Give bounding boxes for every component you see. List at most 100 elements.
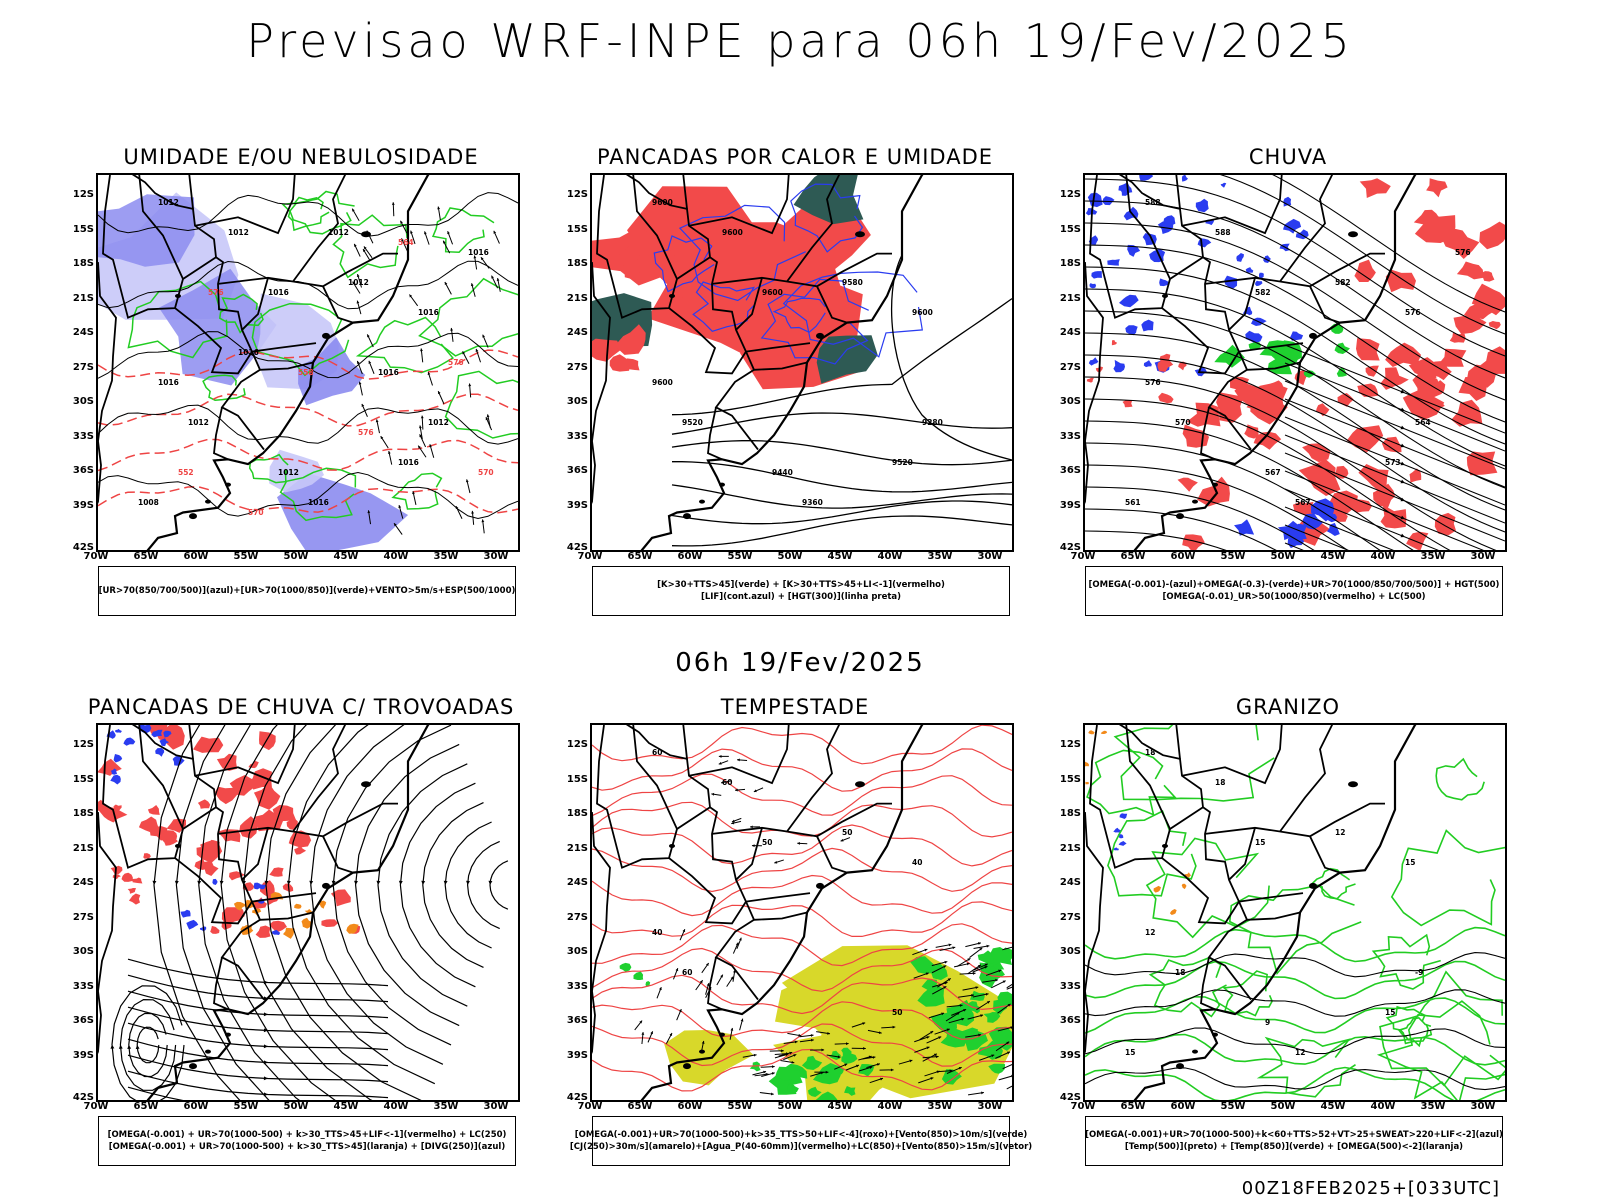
- contour-label: 564: [1415, 418, 1431, 427]
- contour-label: 588: [1215, 228, 1231, 237]
- longitude-tick-label: 35W: [433, 551, 459, 562]
- longitude-tick-label: 60W: [677, 1101, 703, 1112]
- latitude-tick-label: 15S: [1059, 223, 1081, 235]
- panel-title: CHUVA: [1248, 145, 1328, 169]
- contour-label: 582: [1335, 278, 1351, 287]
- longitude-tick-label: 60W: [183, 551, 209, 562]
- panel-legend: [OMEGA(-0.001)+UR>70(1000-500)+k>35_TTS>…: [570, 1116, 1032, 1166]
- longitude-tick-label: 65W: [1120, 1101, 1146, 1112]
- legend-line: [OMEGA(-0.001) + UR>70(1000-500) + k>30_…: [107, 1130, 507, 1140]
- contour-label: 1016: [398, 458, 419, 467]
- contour-label: 1016: [418, 308, 439, 317]
- latitude-tick-label: 21S: [72, 842, 94, 854]
- map-panel: UMIDADE E/OU NEBULOSIDADE 1012 1012 1016 101…: [56, 145, 546, 635]
- latitude-tick-label: 33S: [566, 430, 588, 442]
- latitude-tick-label: 36S: [1059, 465, 1081, 476]
- contour-label: 9600: [912, 308, 933, 317]
- longitude-tick-label: 55W: [1220, 1101, 1246, 1112]
- latitude-tick-label: 33S: [72, 980, 94, 992]
- contour-labels: 9600 9600 9600 9580 9600 9600 9520 9520 9440 9360…: [652, 198, 943, 507]
- latitude-tick-label: 27S: [1059, 361, 1081, 373]
- contour-label: 576: [1405, 308, 1421, 317]
- latitude-tick-label: 30S: [72, 946, 94, 957]
- contour-label: 567: [1265, 468, 1281, 477]
- latitude-tick-label: 36S: [72, 465, 94, 476]
- latitude-tick-label: 42S: [1059, 1092, 1081, 1103]
- longitude-tick-label: 55W: [233, 1101, 259, 1112]
- latitude-tick-label: 12S: [566, 189, 588, 200]
- latitude-tick-label: 30S: [1059, 396, 1081, 407]
- longitude-tick-label: 55W: [1220, 551, 1246, 562]
- contour-label: 9600: [722, 228, 743, 237]
- latitude-tick-label: 21S: [72, 292, 94, 304]
- contour-labels: 18 18 15 12 15 12 18 15 9 12 -9 15: [1125, 748, 1423, 1057]
- field-fills: [619, 945, 1012, 1100]
- contour-label: 15: [1385, 1008, 1395, 1017]
- legend-line: [OMEGA(-0.001)+UR>70(1000-500)+k<60+TTS>…: [1085, 1130, 1503, 1140]
- weather-map: [98, 725, 509, 1100]
- field-contours: [1085, 725, 1505, 1100]
- contour-label: 576: [1145, 378, 1161, 387]
- contour-label: 9600: [762, 288, 783, 297]
- contour-label: 1012: [188, 418, 209, 427]
- latitude-tick-label: 42S: [566, 542, 588, 553]
- map-outlines: [592, 725, 924, 1100]
- contour-label: 18: [1145, 748, 1155, 757]
- panel-title: PANCADAS POR CALOR E UMIDADE: [596, 145, 994, 169]
- run-code-footer: 00Z18FEB2025+[033UTC]: [1241, 1178, 1500, 1199]
- contour-label: 1012: [228, 228, 249, 237]
- longitude-tick-label: 35W: [927, 551, 953, 562]
- contour-label: 40: [912, 858, 922, 867]
- latitude-tick-label: 39S: [566, 1049, 588, 1061]
- latitude-tick-label: 24S: [566, 877, 588, 888]
- latitude-tick-label: 18S: [566, 258, 588, 269]
- contour-label: 60: [682, 968, 692, 977]
- contour-label: 576: [358, 428, 374, 437]
- contour-label: 18: [1215, 778, 1225, 787]
- contour-label: 1008: [138, 498, 159, 507]
- contour-label: -9: [1415, 968, 1423, 977]
- longitude-tick-label: 30W: [483, 1101, 509, 1112]
- longitude-tick-label: 50W: [283, 551, 309, 562]
- latitude-tick-label: 30S: [566, 396, 588, 407]
- latitude-tick-label: 33S: [566, 980, 588, 992]
- contour-label: 570: [248, 508, 264, 517]
- contour-label: 15: [1125, 1048, 1135, 1057]
- contour-label: 1016: [238, 348, 259, 357]
- contour-label: 558: [298, 368, 314, 377]
- longitude-tick-label: 40W: [383, 1101, 409, 1112]
- longitude-tick-label: 60W: [677, 551, 703, 562]
- contour-label: 552: [178, 468, 194, 477]
- latitude-tick-label: 39S: [72, 499, 94, 511]
- longitude-tick-label: 60W: [183, 1101, 209, 1112]
- panel-legend: [UR>70(850/700/500)](azul)+[UR>70(1000/8…: [98, 566, 516, 616]
- field-contours: [653, 183, 1012, 547]
- longitude-tick-label: 65W: [133, 551, 159, 562]
- longitude-tick-label: 40W: [877, 1101, 903, 1112]
- longitude-tick-label: 60W: [1170, 1101, 1196, 1112]
- map-frame: [96, 723, 520, 1102]
- contour-label: 1012: [328, 228, 349, 237]
- latitude-tick-label: 39S: [566, 499, 588, 511]
- longitude-tick-label: 35W: [433, 1101, 459, 1112]
- longitude-tick-label: 40W: [383, 551, 409, 562]
- panel-legend: [OMEGA(-0.001) + UR>70(1000-500) + k>30_…: [98, 1116, 516, 1166]
- forecast-time-subtitle: 06h 19/Fev/2025: [675, 648, 925, 678]
- contour-label: 18: [1175, 968, 1185, 977]
- contour-label: 1012: [348, 278, 369, 287]
- latitude-tick-label: 24S: [566, 327, 588, 338]
- longitude-tick-label: 30W: [1470, 551, 1496, 562]
- contour-label: 9600: [652, 378, 673, 387]
- longitude-tick-label: 65W: [133, 1101, 159, 1112]
- latitude-tick-label: 39S: [72, 1049, 94, 1061]
- panel-legend: [OMEGA(-0.001)+UR>70(1000-500)+k<60+TTS>…: [1085, 1116, 1503, 1166]
- map-outlines: [1085, 725, 1417, 1100]
- contour-label: 1012: [158, 198, 179, 207]
- longitude-tick-label: 30W: [977, 551, 1003, 562]
- latitude-tick-label: 30S: [72, 396, 94, 407]
- latitude-tick-label: 30S: [1059, 946, 1081, 957]
- latitude-tick-label: 21S: [566, 842, 588, 854]
- latitude-tick-label: 12S: [1059, 189, 1081, 200]
- field-fills: [1085, 730, 1192, 915]
- panel-title: UMIDADE E/OU NEBULOSIDADE: [123, 145, 479, 169]
